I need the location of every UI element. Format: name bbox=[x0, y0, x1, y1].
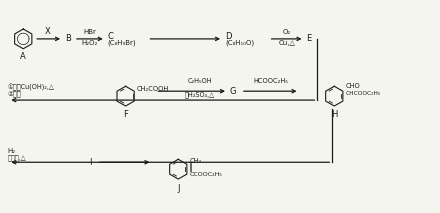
Text: F: F bbox=[123, 110, 128, 119]
Text: ②酸化: ②酸化 bbox=[7, 91, 21, 97]
Text: A: A bbox=[20, 52, 26, 61]
Text: CHO: CHO bbox=[345, 83, 360, 89]
Text: C: C bbox=[108, 32, 114, 41]
Text: J: J bbox=[177, 184, 180, 193]
Text: H: H bbox=[331, 110, 337, 119]
Text: I: I bbox=[89, 158, 92, 167]
Text: 催化剂,△: 催化剂,△ bbox=[7, 155, 26, 161]
Text: B: B bbox=[65, 34, 71, 43]
Text: HCOOC₂H₅: HCOOC₂H₅ bbox=[253, 78, 288, 84]
Text: CCOOC₂H₅: CCOOC₂H₅ bbox=[189, 172, 222, 177]
Text: E: E bbox=[306, 34, 312, 43]
Text: ①新制Cu(OH)₂,△: ①新制Cu(OH)₂,△ bbox=[7, 84, 54, 91]
Text: G: G bbox=[230, 87, 236, 96]
Text: C₂H₅OH: C₂H₅OH bbox=[188, 78, 213, 84]
Text: H₂: H₂ bbox=[7, 148, 15, 154]
Text: (C₈H₁₀O): (C₈H₁₀O) bbox=[225, 40, 254, 46]
Text: CH₂: CH₂ bbox=[189, 158, 202, 164]
Text: 浓H₂SO₄,△: 浓H₂SO₄,△ bbox=[185, 91, 215, 98]
Text: D: D bbox=[225, 32, 231, 41]
Text: Cu,△: Cu,△ bbox=[278, 40, 295, 46]
Text: ‖: ‖ bbox=[189, 163, 193, 172]
Text: X: X bbox=[45, 27, 51, 36]
Text: H₂O₂: H₂O₂ bbox=[82, 40, 98, 46]
Text: HBr: HBr bbox=[84, 29, 96, 35]
Text: CH₂COOH: CH₂COOH bbox=[136, 86, 169, 92]
Text: CHCOOC₂H₅: CHCOOC₂H₅ bbox=[345, 91, 381, 96]
Text: (C₈H₉Br): (C₈H₉Br) bbox=[108, 40, 136, 46]
Text: O₂: O₂ bbox=[282, 29, 291, 35]
